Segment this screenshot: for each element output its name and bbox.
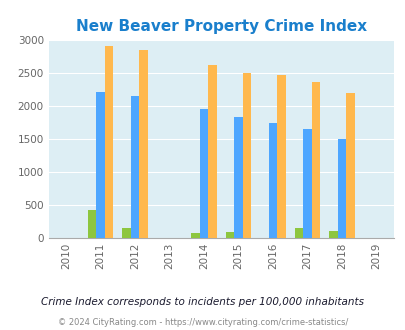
Bar xyxy=(191,233,199,238)
Bar xyxy=(345,93,354,238)
Bar xyxy=(199,109,208,238)
Bar xyxy=(122,228,130,238)
Title: New Beaver Property Crime Index: New Beaver Property Crime Index xyxy=(75,19,366,34)
Bar xyxy=(225,232,234,238)
Bar xyxy=(139,50,147,238)
Bar xyxy=(328,231,337,238)
Text: Crime Index corresponds to incidents per 100,000 inhabitants: Crime Index corresponds to incidents per… xyxy=(41,297,364,307)
Bar xyxy=(311,82,320,238)
Bar xyxy=(130,96,139,238)
Bar xyxy=(208,65,216,238)
Bar xyxy=(268,123,277,238)
Bar xyxy=(242,73,251,238)
Text: © 2024 CityRating.com - https://www.cityrating.com/crime-statistics/: © 2024 CityRating.com - https://www.city… xyxy=(58,318,347,327)
Bar xyxy=(303,129,311,238)
Bar xyxy=(96,92,104,238)
Bar xyxy=(87,210,96,238)
Bar xyxy=(294,228,303,238)
Bar xyxy=(234,117,242,238)
Bar xyxy=(277,75,285,238)
Bar xyxy=(337,139,345,238)
Bar xyxy=(104,46,113,238)
